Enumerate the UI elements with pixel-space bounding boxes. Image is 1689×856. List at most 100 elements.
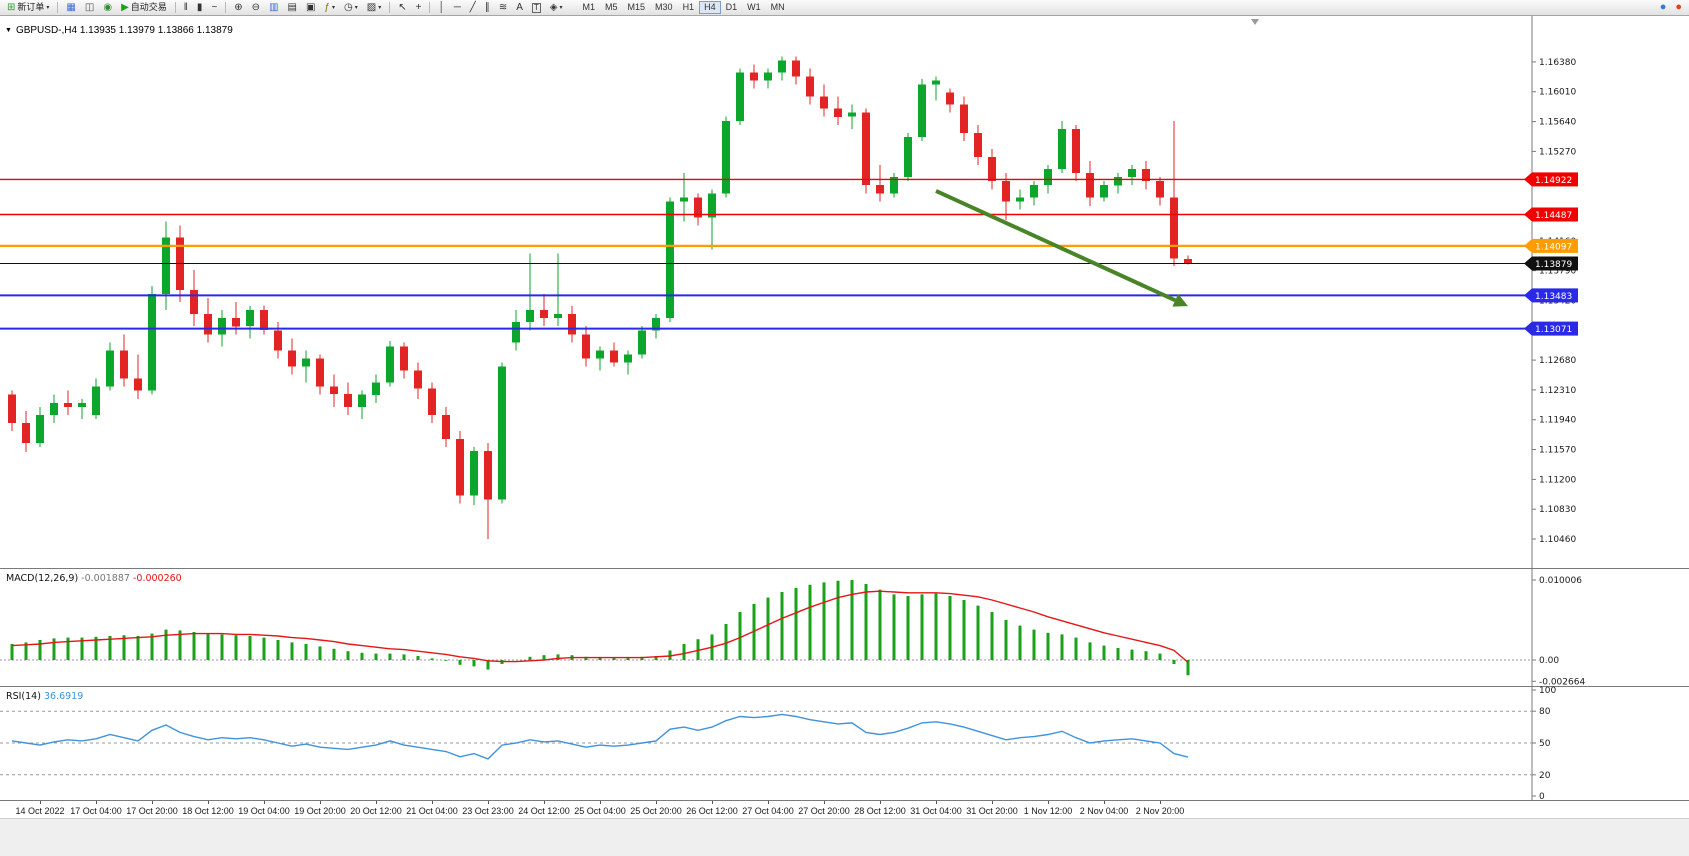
time-axis-label: 2 Nov 04:00: [1079, 806, 1129, 816]
macd-axis-label: 0.010006: [1539, 576, 1582, 586]
arrows-tool-icon: ◈: [549, 1, 558, 13]
caret-down-icon: ▾: [354, 4, 358, 11]
bar-chart-icon-button[interactable]: ‖: [180, 1, 192, 14]
time-axis[interactable]: 14 Oct 2022 17 Oct 04:00 17 Oct 20:00 18 Oc…: [0, 800, 1689, 818]
text-tool-icon-button[interactable]: A: [512, 1, 527, 14]
time-axis-label: 25 Oct 20:00: [630, 806, 682, 816]
candlestick-chart-icon-button[interactable]: ▮: [193, 1, 207, 14]
rsi-axis-label: 50: [1539, 739, 1551, 749]
cascade-windows-icon-button[interactable]: ▤: [284, 1, 301, 14]
arrange-windows-icon-button[interactable]: ▣: [302, 1, 319, 14]
time-axis-tick: [96, 801, 97, 804]
periods-icon-button[interactable]: ◷ ▾: [340, 1, 362, 14]
resistance-line-1-price-badge: 1.14922: [1524, 172, 1578, 187]
time-axis-label: 27 Oct 20:00: [798, 806, 850, 816]
macd-signal-line: [11, 590, 1189, 663]
timeframe-w1-button[interactable]: W1: [742, 1, 766, 14]
time-axis-tick: [1160, 801, 1161, 804]
caret-down-icon: ▾: [559, 4, 563, 11]
timeframe-m5-button[interactable]: M5: [600, 1, 623, 14]
new-order-button[interactable]: ⊞ 新订单 ▾: [3, 1, 53, 14]
price-axis-label: 1.11940: [1539, 416, 1576, 426]
horizontal-line-tool-icon-button[interactable]: ─: [450, 1, 465, 14]
caret-down-icon: ▾: [331, 4, 335, 11]
time-axis-tick: [600, 801, 601, 804]
time-axis-label: 26 Oct 12:00: [686, 806, 738, 816]
support-line-1-price-badge: 1.13483: [1524, 288, 1578, 303]
macd-panel[interactable]: 0.010006 0.00 -0.002664 MACD(12,26,9) -0.00…: [0, 568, 1689, 686]
trend-arrow[interactable]: [935, 189, 1188, 307]
macd-axis-label: 0.00: [1539, 656, 1559, 666]
price-axis-label: 1.12310: [1539, 386, 1576, 396]
time-axis-tick: [432, 801, 433, 804]
indicators-icon-button[interactable]: ƒ ▾: [320, 1, 339, 14]
textbox-tool-icon-button[interactable]: T: [528, 1, 545, 14]
time-axis-tick: [208, 801, 209, 804]
candles: [8, 56, 1192, 539]
candlestick-chart-icon: ▮: [196, 1, 203, 13]
channel-tool-icon-button[interactable]: ∥: [481, 1, 494, 14]
trendline-tool-icon-button[interactable]: ╱: [466, 1, 480, 14]
rsi-axis-label: 0: [1539, 792, 1545, 800]
timeframe-h1-button[interactable]: H1: [678, 1, 700, 14]
time-axis-label: 19 Oct 20:00: [294, 806, 346, 816]
cascade-windows-icon: ▤: [287, 1, 297, 13]
time-axis-label: 2 Nov 20:00: [1135, 806, 1185, 816]
time-axis-tick: [992, 801, 993, 804]
time-axis-label: 23 Oct 23:00: [462, 806, 514, 816]
horizontal-line-tool-icon: ─: [453, 1, 461, 13]
community-icon: ●: [1659, 1, 1667, 13]
fibonacci-tool-icon-button[interactable]: ≋: [495, 1, 511, 14]
time-axis-tick: [376, 801, 377, 804]
price-axis-label: 1.11570: [1539, 446, 1576, 456]
community-icon-button[interactable]: ●: [1656, 1, 1671, 14]
time-axis-label: 19 Oct 04:00: [238, 806, 290, 816]
time-axis-tick: [936, 801, 937, 804]
svg-text:1.13483: 1.13483: [1535, 292, 1572, 302]
rsi-panel[interactable]: 100 80 50 20 0 RSI(14) 36.6919: [0, 686, 1689, 800]
zoom-out-icon-button[interactable]: ⊖: [248, 1, 264, 14]
autotrading-button[interactable]: ▶ 自动交易: [117, 1, 171, 14]
timeframe-m30-button[interactable]: M30: [650, 1, 678, 14]
fibonacci-tool-icon: ≋: [498, 1, 508, 13]
timeframe-mn-button[interactable]: MN: [766, 1, 790, 14]
timeframe-h4-button[interactable]: H4: [699, 1, 721, 14]
line-chart-icon-button[interactable]: ~: [207, 1, 221, 14]
time-axis-label: 20 Oct 12:00: [350, 806, 402, 816]
chart-collapse-icon[interactable]: ▼: [5, 27, 12, 34]
market-watch-icon-button[interactable]: ◫: [81, 1, 98, 14]
support-line-2-price-badge: 1.13071: [1524, 321, 1578, 336]
tile-windows-icon-button[interactable]: ▥: [265, 1, 282, 14]
arrows-tool-icon-button[interactable]: ◈ ▾: [546, 1, 567, 14]
trendline-tool-icon: ╱: [469, 1, 476, 13]
time-axis-label: 28 Oct 12:00: [854, 806, 906, 816]
toolbar: ⊞ 新订单 ▾ ▦ ◫ ◉ ▶ 自动交易 ‖ ▮ ~ ⊕ ⊖ ▥ ▤ ▣ ƒ ▾ ◷ ▾ ▨ ▾ ↖ + │ ─ ╱ ∥ ≋ A T ◈ ▾ M1…: [0, 0, 1689, 16]
cursor-icon-button[interactable]: ↖: [394, 1, 410, 14]
timeframe-m1-button[interactable]: M1: [578, 1, 601, 14]
arrange-windows-icon: ▣: [305, 1, 316, 13]
time-axis-tick: [712, 801, 713, 804]
vertical-line-tool-icon-button[interactable]: │: [434, 1, 448, 14]
time-axis-label: 24 Oct 12:00: [518, 806, 570, 816]
templates-icon-button[interactable]: ▨ ▾: [363, 1, 385, 14]
price-axis-label: 1.16010: [1539, 88, 1576, 98]
text-tool-icon: A: [516, 1, 523, 13]
rsi-axis-label: 20: [1539, 771, 1551, 781]
svg-text:1.14097: 1.14097: [1535, 242, 1572, 252]
charts-window-icon-button[interactable]: ▦: [62, 1, 79, 14]
timeframe-m15-button[interactable]: M15: [623, 1, 651, 14]
time-axis-tick: [1104, 801, 1105, 804]
toolbar-separator: [174, 2, 176, 13]
navigator-icon-button[interactable]: ◉: [99, 1, 116, 14]
zoom-in-icon-button[interactable]: ⊕: [230, 1, 246, 14]
timeframe-d1-button[interactable]: D1: [721, 1, 743, 14]
chart-title: ▼ GBPUSD-,H4 1.13935 1.13979 1.13866 1.1…: [5, 25, 233, 36]
chart-shift-marker: [1251, 19, 1259, 25]
line-chart-icon: ~: [211, 1, 218, 13]
price-chart-panel[interactable]: 1.163801.160101.156401.152701.149001.145…: [0, 16, 1689, 568]
time-axis-tick: [320, 801, 321, 804]
charts-window-icon: ▦: [66, 1, 76, 13]
time-axis-tick: [768, 801, 769, 804]
crosshair-icon-button[interactable]: +: [412, 1, 426, 14]
notification-icon-button[interactable]: ●: [1671, 1, 1686, 14]
